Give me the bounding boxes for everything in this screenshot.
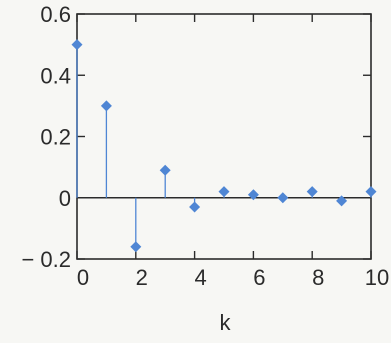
y-tick-label: 0.6 xyxy=(40,2,71,27)
markers xyxy=(71,39,377,253)
data-point-marker xyxy=(277,192,289,204)
y-tick-label: 0.4 xyxy=(40,63,71,88)
x-tick-label: 10 xyxy=(365,265,389,290)
x-tick-label: 4 xyxy=(194,265,206,290)
data-point-marker xyxy=(365,186,377,198)
y-ticks: − 0.2 0 0.2 0.4 0.6 xyxy=(21,2,371,272)
y-tick-label: − 0.2 xyxy=(21,247,71,272)
stems xyxy=(76,44,372,247)
y-tick-label: 0.2 xyxy=(40,125,71,150)
x-tick-label: 8 xyxy=(312,265,324,290)
data-point-marker xyxy=(306,186,318,198)
x-tick-label: 6 xyxy=(253,265,265,290)
data-point-marker xyxy=(130,241,142,253)
data-point-marker xyxy=(159,164,171,176)
data-point-marker xyxy=(336,195,348,207)
x-axis-label: k xyxy=(220,310,232,335)
data-point-marker xyxy=(218,186,230,198)
data-point-marker xyxy=(247,189,259,201)
x-tick-label: 2 xyxy=(136,265,148,290)
y-tick-label: 0 xyxy=(59,186,71,211)
data-point-marker xyxy=(189,201,201,213)
x-ticks: 0 2 4 6 8 10 xyxy=(76,14,389,290)
data-point-marker xyxy=(100,100,112,112)
x-tick-label: 0 xyxy=(77,265,89,290)
data-point-marker xyxy=(71,39,83,51)
plot-frame xyxy=(76,13,372,260)
